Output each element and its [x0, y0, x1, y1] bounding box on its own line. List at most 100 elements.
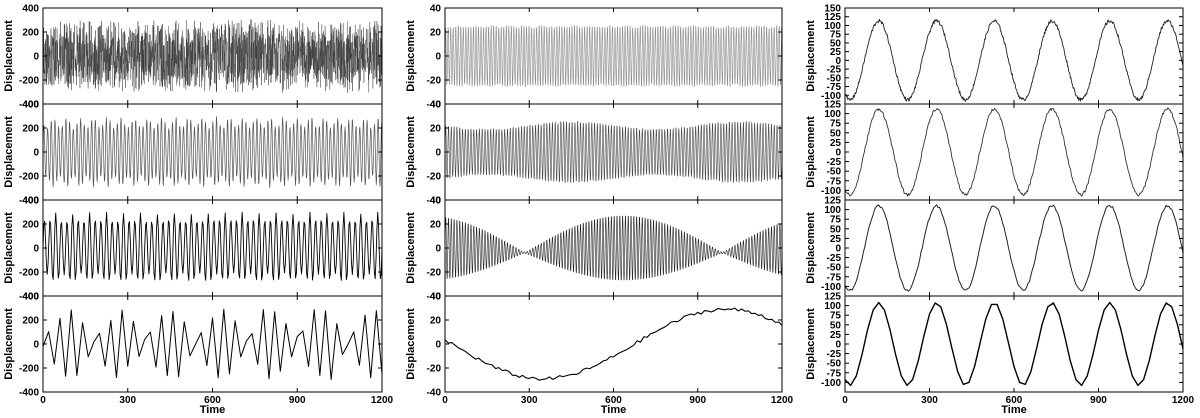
x-tick-label: 300: [521, 395, 538, 406]
y-axis-label: Displacement: [805, 212, 817, 284]
y-tick-label: 0: [33, 148, 39, 159]
y-tick-label: 20: [430, 28, 442, 39]
y-axis-label: Displacement: [3, 308, 15, 380]
y-tick-label: -40: [427, 388, 442, 399]
y-tick-label: 25: [830, 138, 842, 149]
y-axis-label: Displacement: [3, 212, 15, 284]
y-tick-label: 150: [824, 4, 841, 15]
y-tick-label: 200: [22, 220, 39, 231]
y-tick-label: 75: [830, 311, 842, 322]
chart-1-panel-4: -400 -200 0 200 400 Displacement: [3, 292, 383, 399]
chart-2-panel-2: -40 -20 0 20 40 Displacement: [405, 100, 783, 207]
series-line: [845, 301, 1183, 387]
y-tick-label: -400: [19, 388, 39, 399]
y-tick-label: 400: [22, 196, 39, 207]
y-tick-label: 0: [33, 52, 39, 63]
y-tick-label: -25: [827, 65, 842, 76]
y-tick-label: 100: [824, 205, 841, 216]
chart-column-2: -40 -20 0 20 40 Displacement -40 -20 0 20 40 Displa…: [405, 4, 794, 417]
x-tick-label: 1200: [371, 395, 394, 406]
y-tick-label: 20: [430, 220, 442, 231]
y-tick-label: -50: [827, 167, 842, 178]
x-tick-label: 300: [921, 395, 938, 406]
chart-1-panel-3: -400 -200 0 200 400 Displacement: [3, 196, 383, 303]
y-tick-label: -200: [19, 364, 39, 375]
chart-1-panel-1: -400 -200 0 200 400 Displacement: [3, 4, 383, 111]
y-tick-label: 0: [33, 244, 39, 255]
y-tick-label: -25: [827, 349, 842, 360]
y-tick-label: 0: [835, 340, 841, 351]
chart-1-panel-2: -400 -200 0 200 400 Displacement: [3, 100, 383, 207]
x-axis-label: Time: [601, 404, 626, 416]
x-tick-label: 600: [605, 395, 622, 406]
y-tick-label: 0: [835, 244, 841, 255]
x-tick-label: 600: [1006, 395, 1023, 406]
y-tick-label: -75: [827, 272, 842, 283]
y-tick-label: -100: [821, 378, 841, 389]
x-tick-label: 0: [842, 395, 848, 406]
y-tick-label: -25: [827, 157, 842, 168]
x-tick-label: 0: [40, 395, 46, 406]
y-axis-label: Displacement: [805, 308, 817, 380]
y-tick-label: 50: [830, 320, 842, 331]
y-tick-label: 100: [824, 21, 841, 32]
y-tick-label: 400: [22, 4, 39, 15]
panel-frame: [844, 295, 1184, 393]
series-line: [445, 24, 782, 88]
y-tick-label: 25: [830, 234, 842, 245]
y-axis-label: Displacement: [3, 20, 15, 92]
y-tick-label: 125: [824, 292, 841, 303]
series-line: [845, 204, 1183, 292]
y-tick-label: 50: [830, 224, 842, 235]
y-tick-label: -400: [19, 292, 39, 303]
x-tick-label: 600: [204, 395, 221, 406]
series-line: [845, 107, 1183, 197]
chart-2-panel-1: -40 -20 0 20 40 Displacement: [405, 4, 783, 111]
series-line: [445, 121, 782, 183]
y-tick-label: -100: [821, 186, 841, 197]
y-axis-label: Displacement: [405, 20, 417, 92]
y-tick-label: -400: [19, 196, 39, 207]
series-line: [845, 18, 1183, 102]
series-line: [445, 307, 782, 381]
chart-column-1: -400 -200 0 200 400 Displacement -400 -200 0 200 4…: [3, 4, 394, 417]
series-line: [43, 211, 382, 281]
chart-2-panel-4: -40 -20 0 20 40 Displacement: [405, 292, 783, 399]
x-tick-label: 300: [119, 395, 136, 406]
y-tick-label: -20: [427, 268, 442, 279]
y-axis-label: Displacement: [405, 308, 417, 380]
y-tick-label: -50: [827, 359, 842, 370]
y-tick-label: -75: [827, 82, 842, 93]
y-axis-label: Displacement: [405, 212, 417, 284]
y-tick-label: 40: [430, 100, 442, 111]
y-tick-label: -50: [827, 263, 842, 274]
x-tick-label: 0: [442, 395, 448, 406]
y-tick-label: 75: [830, 30, 842, 41]
y-tick-label: 0: [435, 244, 441, 255]
y-tick-label: -100: [821, 282, 841, 293]
y-tick-label: -100: [821, 91, 841, 102]
x-tick-label: 900: [289, 395, 306, 406]
y-tick-label: 200: [22, 316, 39, 327]
x-tick-label: 900: [1090, 395, 1107, 406]
series-line: [43, 116, 382, 189]
series-line: [43, 308, 382, 380]
y-tick-label: 0: [435, 52, 441, 63]
x-tick-label: 1200: [771, 395, 794, 406]
y-tick-label: 0: [33, 340, 39, 351]
y-tick-label: -75: [827, 368, 842, 379]
y-tick-label: 50: [830, 38, 842, 49]
y-tick-label: 20: [430, 124, 442, 135]
y-tick-label: -50: [827, 73, 842, 84]
y-tick-label: 400: [22, 292, 39, 303]
y-tick-label: 20: [430, 316, 442, 327]
y-tick-label: 200: [22, 28, 39, 39]
y-tick-label: 400: [22, 100, 39, 111]
chart-column-3: -100-75-50-250255075100125150Displacemen…: [805, 4, 1195, 417]
y-tick-label: 0: [435, 148, 441, 159]
x-axis-label: Time: [1001, 404, 1026, 416]
y-tick-label: -400: [19, 100, 39, 111]
